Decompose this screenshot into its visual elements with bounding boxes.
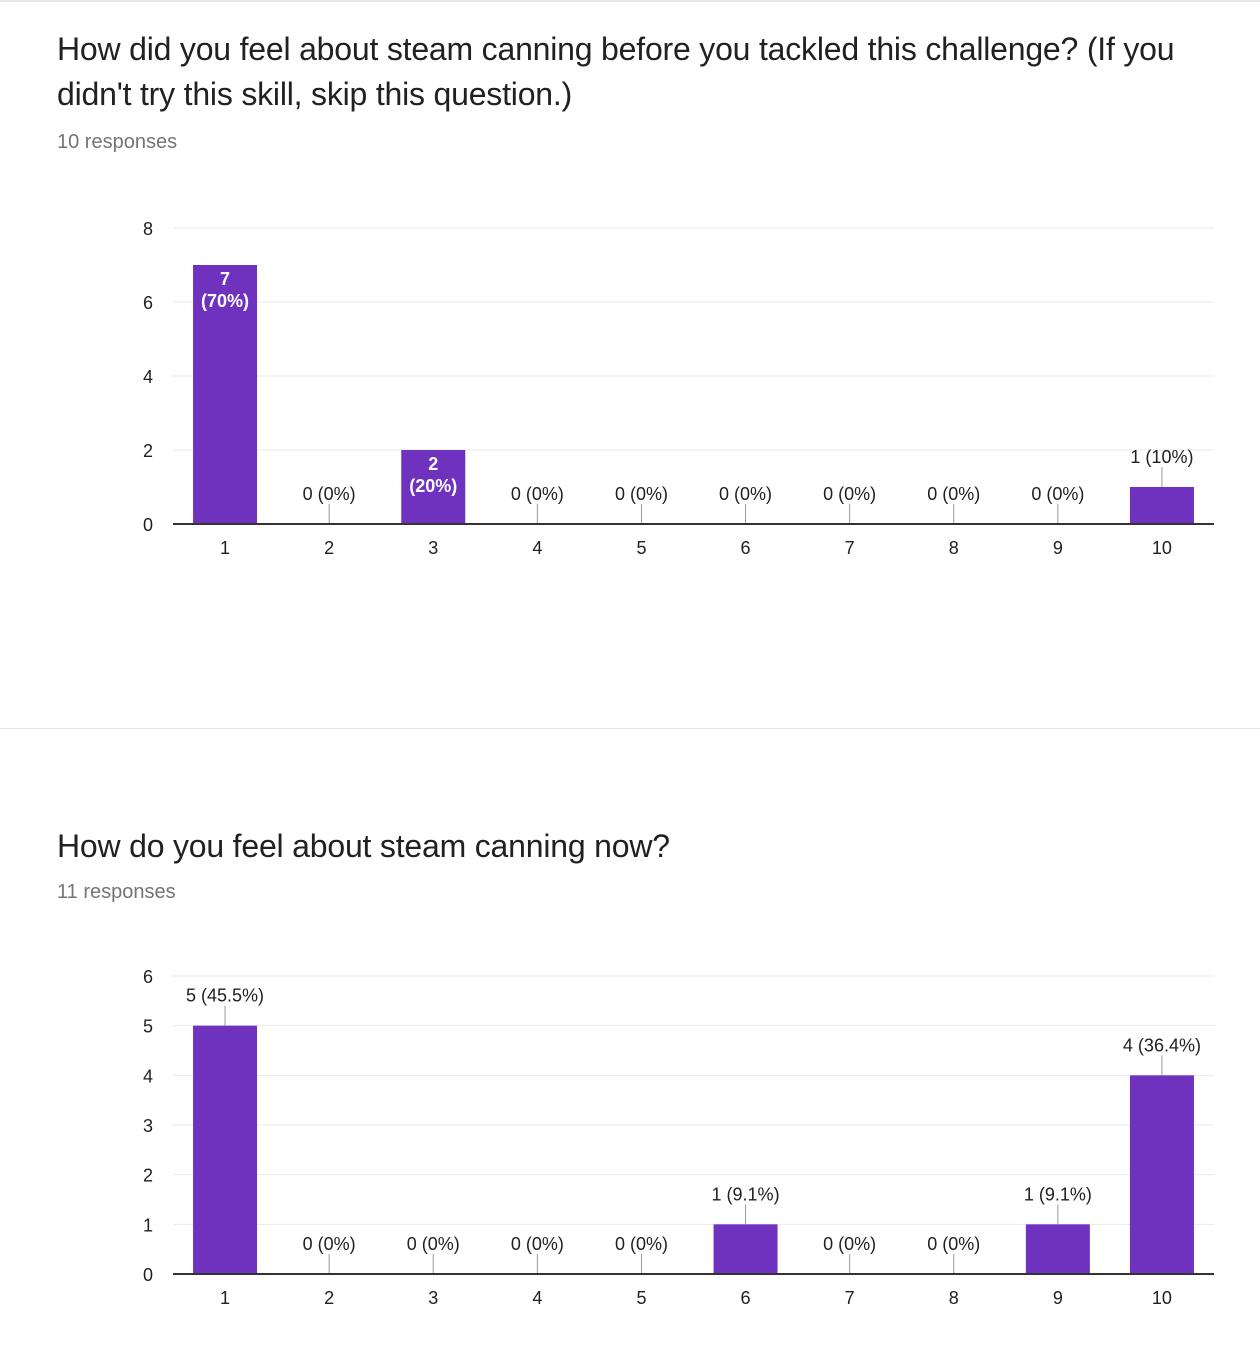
x-tick-label: 10 bbox=[1152, 1288, 1172, 1308]
data-label: 7 (70%) bbox=[201, 269, 249, 311]
data-label: 0 (0%) bbox=[823, 484, 876, 504]
data-label: 1 (9.1%) bbox=[1024, 1184, 1092, 1204]
x-tick-label: 3 bbox=[428, 538, 438, 558]
x-tick-label: 8 bbox=[949, 538, 959, 558]
bar bbox=[1129, 487, 1194, 524]
data-label: 0 (0%) bbox=[615, 484, 668, 504]
top-border bbox=[0, 0, 1260, 2]
y-tick-label: 1 bbox=[143, 1215, 153, 1235]
x-tick-label: 5 bbox=[636, 1288, 646, 1308]
x-tick-label: 9 bbox=[1053, 538, 1063, 558]
data-label: 1 (9.1%) bbox=[712, 1184, 780, 1204]
x-tick-label: 3 bbox=[428, 1288, 438, 1308]
x-tick-label: 8 bbox=[949, 1288, 959, 1308]
response-count: 10 responses bbox=[57, 131, 178, 153]
data-label: 0 (0%) bbox=[823, 1234, 876, 1254]
response-count: 11 responses bbox=[57, 881, 176, 903]
bar bbox=[401, 450, 466, 524]
question-card-2: How do you feel about steam canning now?… bbox=[0, 729, 1260, 1372]
x-tick-label: 4 bbox=[532, 1288, 542, 1308]
x-tick-label: 9 bbox=[1053, 1288, 1063, 1308]
data-label: 4 (36.4%) bbox=[1123, 1035, 1201, 1055]
data-label: 0 (0%) bbox=[615, 1234, 668, 1254]
x-tick-label: 1 bbox=[220, 538, 230, 558]
data-label: 0 (0%) bbox=[511, 1234, 564, 1254]
y-tick-label: 3 bbox=[143, 1116, 153, 1136]
x-tick-label: 5 bbox=[636, 538, 646, 558]
bar-chart: 0 1 2 3 4 5 6 5 (45.5%) 1 0 (0%) 2 0 (0%) 3 0 (0%) 4 0 … bbox=[143, 967, 1214, 1308]
y-tick-label: 0 bbox=[143, 1265, 153, 1285]
y-tick-label: 0 bbox=[143, 515, 153, 535]
y-tick-label: 2 bbox=[143, 441, 153, 461]
x-tick-label: 7 bbox=[845, 538, 855, 558]
bar bbox=[1025, 1224, 1090, 1274]
data-label: 0 (0%) bbox=[511, 484, 564, 504]
data-label: 0 (0%) bbox=[407, 1234, 460, 1254]
x-tick-label: 6 bbox=[741, 538, 751, 558]
x-tick-label: 7 bbox=[845, 1288, 855, 1308]
card-divider bbox=[0, 728, 1260, 729]
data-label-value: 7 bbox=[220, 269, 230, 289]
y-tick-label: 6 bbox=[143, 293, 153, 313]
y-tick-label: 2 bbox=[143, 1166, 153, 1186]
data-label: 0 (0%) bbox=[719, 484, 772, 504]
y-tick-label: 4 bbox=[143, 1066, 153, 1086]
bar bbox=[193, 1025, 258, 1274]
bar bbox=[713, 1224, 778, 1274]
bar bbox=[1129, 1075, 1194, 1274]
data-label: 0 (0%) bbox=[303, 484, 356, 504]
question-title: How did you feel about steam canning bef… bbox=[57, 31, 1175, 112]
data-label-percent: (20%) bbox=[409, 476, 457, 496]
data-label: 5 (45.5%) bbox=[186, 986, 264, 1006]
data-label: 0 (0%) bbox=[303, 1234, 356, 1254]
data-label-value: 2 bbox=[428, 454, 438, 474]
x-tick-label: 10 bbox=[1152, 538, 1172, 558]
x-tick-label: 1 bbox=[220, 1288, 230, 1308]
question-card-1: How did you feel about steam canning bef… bbox=[57, 31, 1214, 558]
data-label: 0 (0%) bbox=[927, 1234, 980, 1254]
question-title: How do you feel about steam canning now? bbox=[57, 828, 670, 864]
x-tick-label: 6 bbox=[741, 1288, 751, 1308]
data-label: 1 (10%) bbox=[1130, 447, 1193, 467]
data-label: 0 (0%) bbox=[1031, 484, 1084, 504]
data-label: 0 (0%) bbox=[927, 484, 980, 504]
bar bbox=[193, 265, 258, 524]
x-tick-label: 4 bbox=[532, 538, 542, 558]
data-label-percent: (70%) bbox=[201, 291, 249, 311]
y-tick-label: 4 bbox=[143, 367, 153, 387]
x-tick-label: 2 bbox=[324, 1288, 334, 1308]
y-tick-label: 5 bbox=[143, 1017, 153, 1037]
y-tick-label: 8 bbox=[143, 219, 153, 239]
data-label: 2 (20%) bbox=[409, 454, 457, 496]
x-tick-label: 2 bbox=[324, 538, 334, 558]
y-tick-label: 6 bbox=[143, 967, 153, 987]
